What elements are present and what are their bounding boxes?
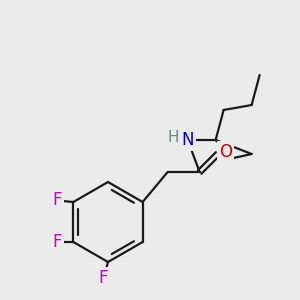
Text: H: H [168, 130, 179, 145]
Text: O: O [219, 143, 232, 161]
Text: F: F [52, 191, 62, 209]
Text: F: F [52, 233, 62, 251]
Text: F: F [98, 269, 108, 287]
Text: N: N [182, 131, 194, 149]
